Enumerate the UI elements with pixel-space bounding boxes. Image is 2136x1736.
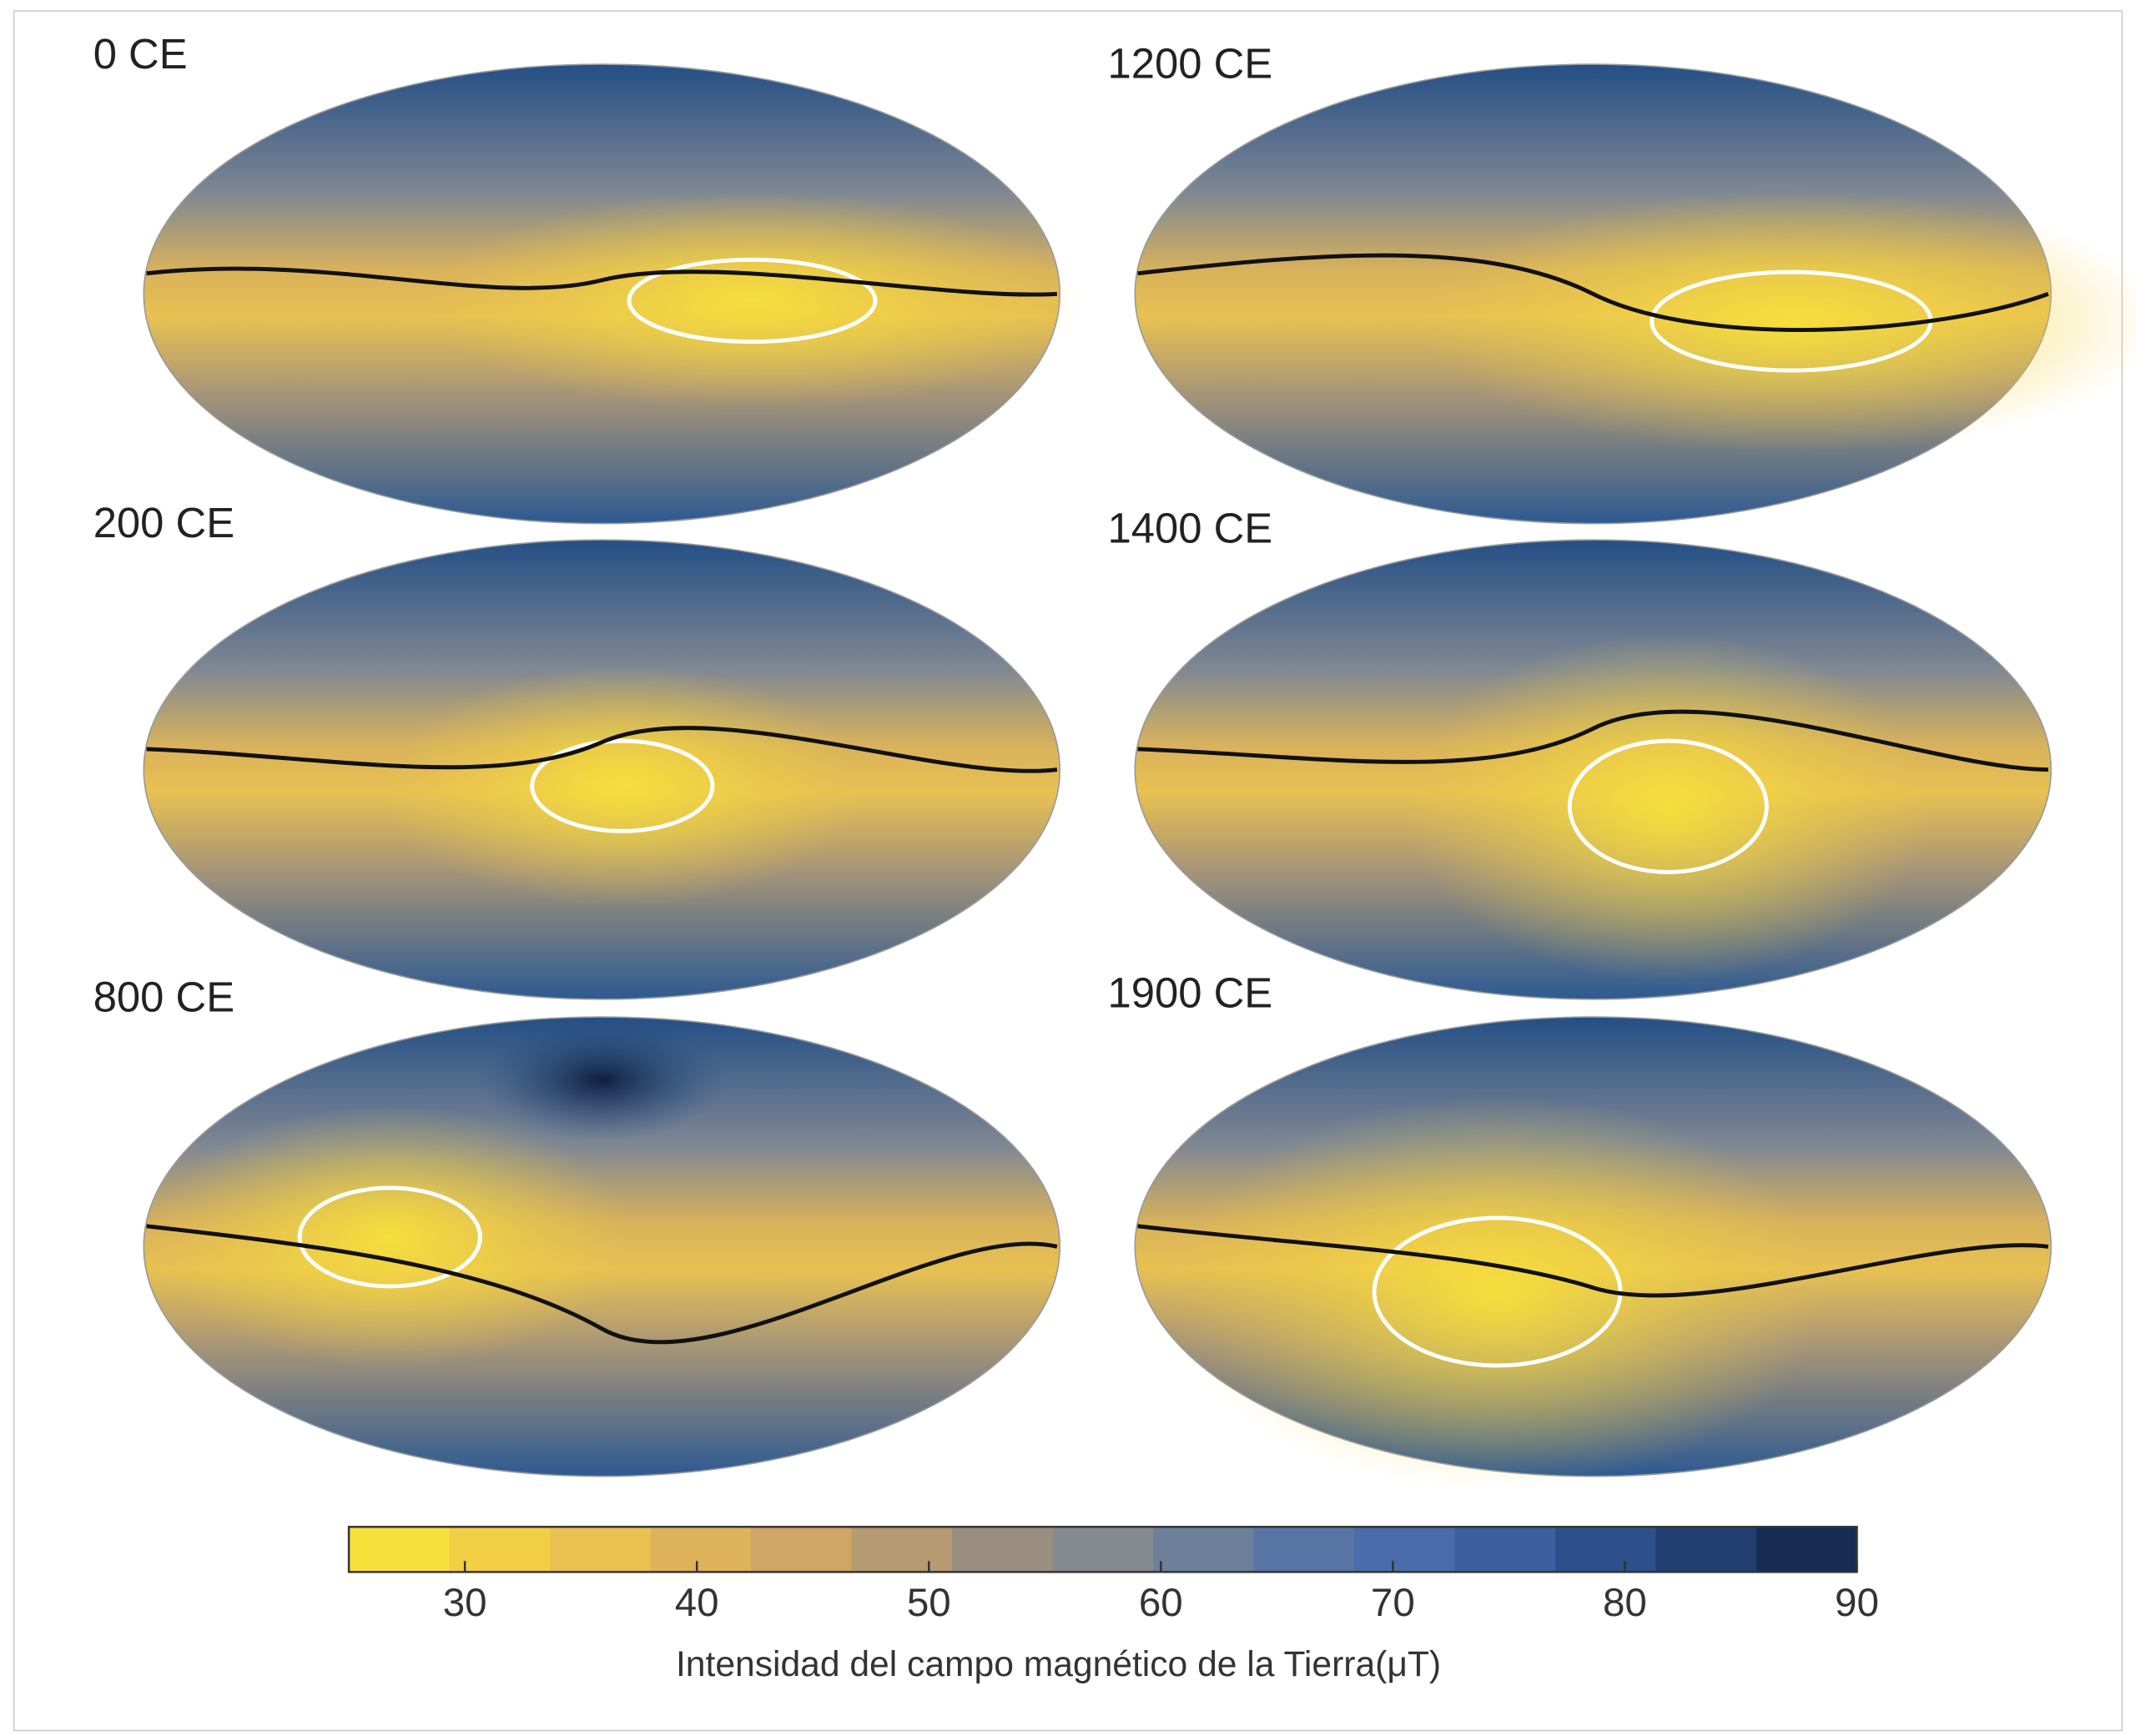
colorbar-cell bbox=[1253, 1527, 1355, 1572]
colorbar-cell bbox=[1052, 1527, 1154, 1572]
panel-label: 800 CE bbox=[93, 974, 234, 1021]
intensity-spot bbox=[1169, 1094, 1826, 1489]
panel-label: 0 CE bbox=[93, 30, 188, 78]
colorbar-cell bbox=[1554, 1527, 1657, 1572]
intensity-spot bbox=[1419, 189, 2136, 453]
panel-label: 1400 CE bbox=[1108, 505, 1273, 552]
colorbar-cell bbox=[349, 1527, 451, 1572]
maps: 0 CE 1200 CE 200 CE 1400 CE 800 CE 1900 CE bbox=[93, 30, 2136, 1489]
intensity-spot bbox=[1405, 632, 1931, 982]
magnetic-equator bbox=[1137, 253, 2049, 332]
colorbar-border bbox=[347, 1526, 1858, 1573]
colorbar-cell bbox=[952, 1527, 1054, 1572]
magnetic-equator bbox=[1137, 709, 2048, 772]
colorbar: 30 40 50 60 70 80 90 Intensidad del campo magné… bbox=[347, 1526, 1879, 1684]
magnetic-equator bbox=[146, 726, 1058, 773]
intensity-spot bbox=[424, 191, 1081, 410]
panel-label: 1200 CE bbox=[1108, 39, 1273, 87]
colorbar-cell bbox=[449, 1527, 551, 1572]
colorbar-tick-label: 90 bbox=[1835, 1581, 1879, 1625]
colorbar-cell bbox=[1454, 1527, 1556, 1572]
colorbar-cell bbox=[1354, 1527, 1456, 1572]
intensity-spot bbox=[149, 1105, 631, 1369]
colorbar-tick-label: 70 bbox=[1371, 1581, 1415, 1625]
colorbar-label: Intensidad del campo magnético de la Tie… bbox=[676, 1644, 1441, 1684]
intensity-low bbox=[478, 1018, 725, 1142]
contour-white bbox=[297, 1185, 482, 1289]
contour-white bbox=[1567, 738, 1769, 874]
colorbar-tick-label: 40 bbox=[675, 1581, 719, 1625]
magnetic-equator bbox=[1137, 1224, 2049, 1298]
colorbar-tick-label: 60 bbox=[1139, 1581, 1183, 1625]
magnetic-equator bbox=[146, 266, 1058, 297]
colorbar-cell bbox=[751, 1527, 853, 1572]
intensity-spot bbox=[381, 665, 864, 907]
colorbar-tick-label: 50 bbox=[907, 1581, 951, 1625]
colorbar-cell bbox=[1756, 1527, 1858, 1572]
colorbar-cell bbox=[1153, 1527, 1255, 1572]
frame bbox=[13, 10, 2123, 1732]
panel-label: 200 CE bbox=[93, 499, 234, 546]
colorbar-tick-label: 80 bbox=[1603, 1581, 1647, 1625]
panel-label: 1900 CE bbox=[1108, 969, 1273, 1017]
colorbar-cell bbox=[650, 1527, 752, 1572]
colorbar-cell bbox=[851, 1527, 953, 1572]
colorbar-tick-label: 30 bbox=[443, 1581, 487, 1625]
colorbar-cell bbox=[1655, 1527, 1757, 1572]
magnetic-equator bbox=[146, 1224, 1058, 1345]
contour-white bbox=[627, 257, 878, 345]
contour-white bbox=[530, 738, 715, 833]
colorbar-cell bbox=[550, 1527, 652, 1572]
